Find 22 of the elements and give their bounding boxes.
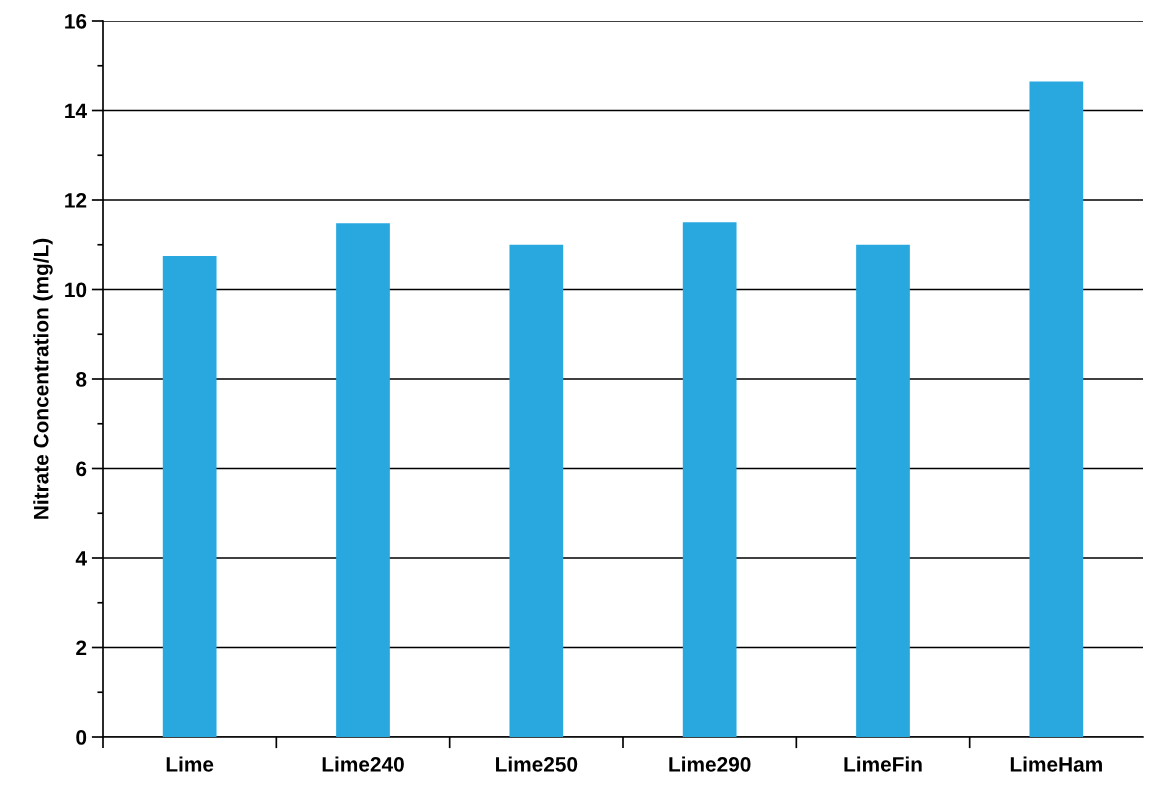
y-tick-label: 2	[76, 640, 87, 656]
bar	[682, 222, 737, 737]
x-tick-label: Lime240	[322, 756, 404, 772]
y-tick-label: 6	[76, 461, 87, 477]
bar	[162, 255, 217, 737]
y-axis-title: Nitrate Concentration (mg/L)	[33, 238, 53, 519]
y-tick-label: 8	[76, 372, 87, 387]
x-tick-label: LimeHam	[1010, 756, 1102, 772]
x-tick-label: Lime290	[669, 756, 751, 772]
y-tick-label: 0	[76, 730, 87, 745]
y-tick-label: 10	[65, 282, 87, 298]
y-tick-label: 12	[65, 193, 87, 208]
bar	[1029, 81, 1084, 737]
bar	[336, 223, 390, 737]
x-tick-label: LimeFin	[844, 756, 922, 772]
bar	[856, 244, 910, 737]
bar	[509, 244, 564, 737]
x-tick-label: Lime	[166, 756, 214, 772]
x-tick-label: Lime250	[496, 756, 578, 772]
y-tick-label: 4	[75, 551, 87, 566]
y-tick-label: 14	[65, 103, 87, 119]
y-tick-label: 16	[65, 14, 87, 29]
